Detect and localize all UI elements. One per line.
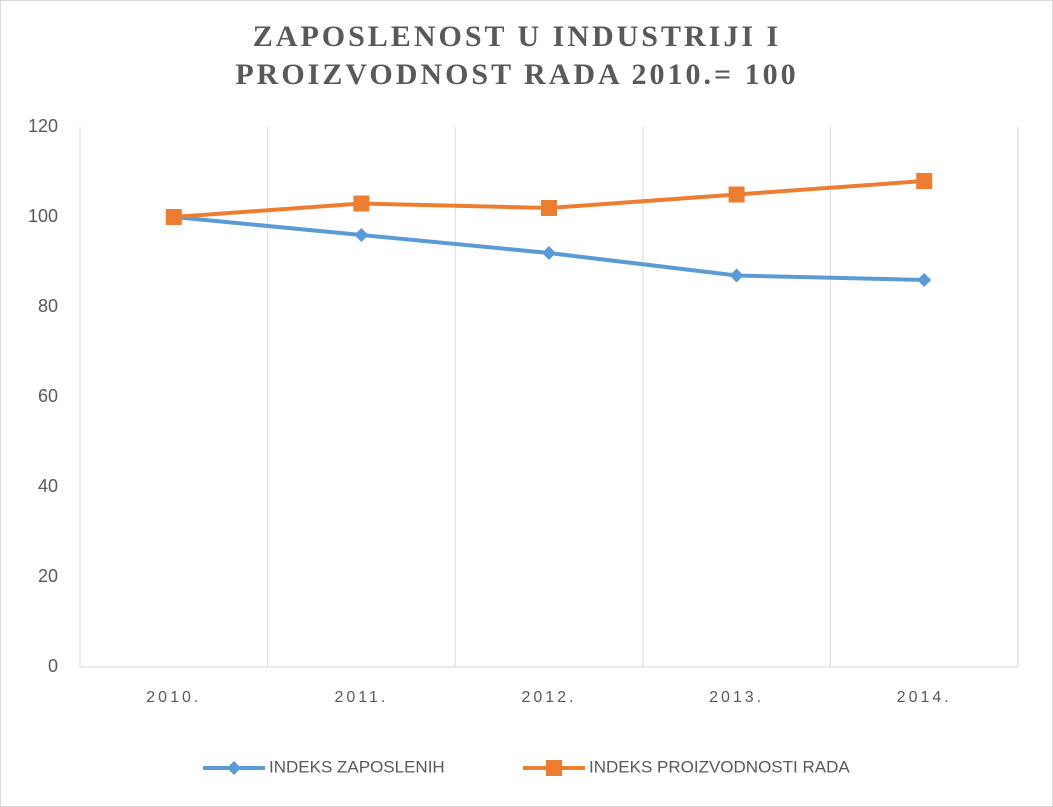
marker bbox=[541, 200, 557, 216]
x-tick-label: 2013. bbox=[709, 689, 764, 706]
marker bbox=[227, 761, 241, 775]
marker bbox=[546, 760, 562, 776]
marker bbox=[542, 246, 556, 260]
y-tick-label: 100 bbox=[28, 206, 58, 226]
legend-label: INDEKS ZAPOSLENIH bbox=[269, 757, 445, 776]
y-tick-label: 60 bbox=[38, 386, 58, 406]
y-tick-label: 120 bbox=[28, 116, 58, 136]
marker bbox=[353, 195, 370, 212]
marker bbox=[728, 186, 745, 203]
x-tick-label: 2012. bbox=[521, 689, 576, 706]
y-tick-label: 20 bbox=[38, 566, 58, 586]
y-tick-label: 80 bbox=[38, 296, 58, 316]
marker bbox=[917, 273, 932, 287]
marker bbox=[729, 268, 744, 283]
marker bbox=[916, 173, 933, 189]
y-tick-label: 0 bbox=[48, 656, 58, 676]
x-tick-label: 2014. bbox=[897, 689, 952, 706]
marker bbox=[165, 209, 182, 225]
chart-title: ZAPOSLENOST U INDUSTRIJI I PROIZVODNOST … bbox=[235, 20, 799, 91]
legend-label: INDEKS PROIZVODNOSTI RADA bbox=[589, 757, 850, 776]
y-tick-label: 40 bbox=[38, 476, 58, 496]
x-tick-label: 2011. bbox=[334, 689, 388, 706]
x-tick-label: 2010. bbox=[146, 689, 201, 706]
marker bbox=[354, 228, 369, 242]
